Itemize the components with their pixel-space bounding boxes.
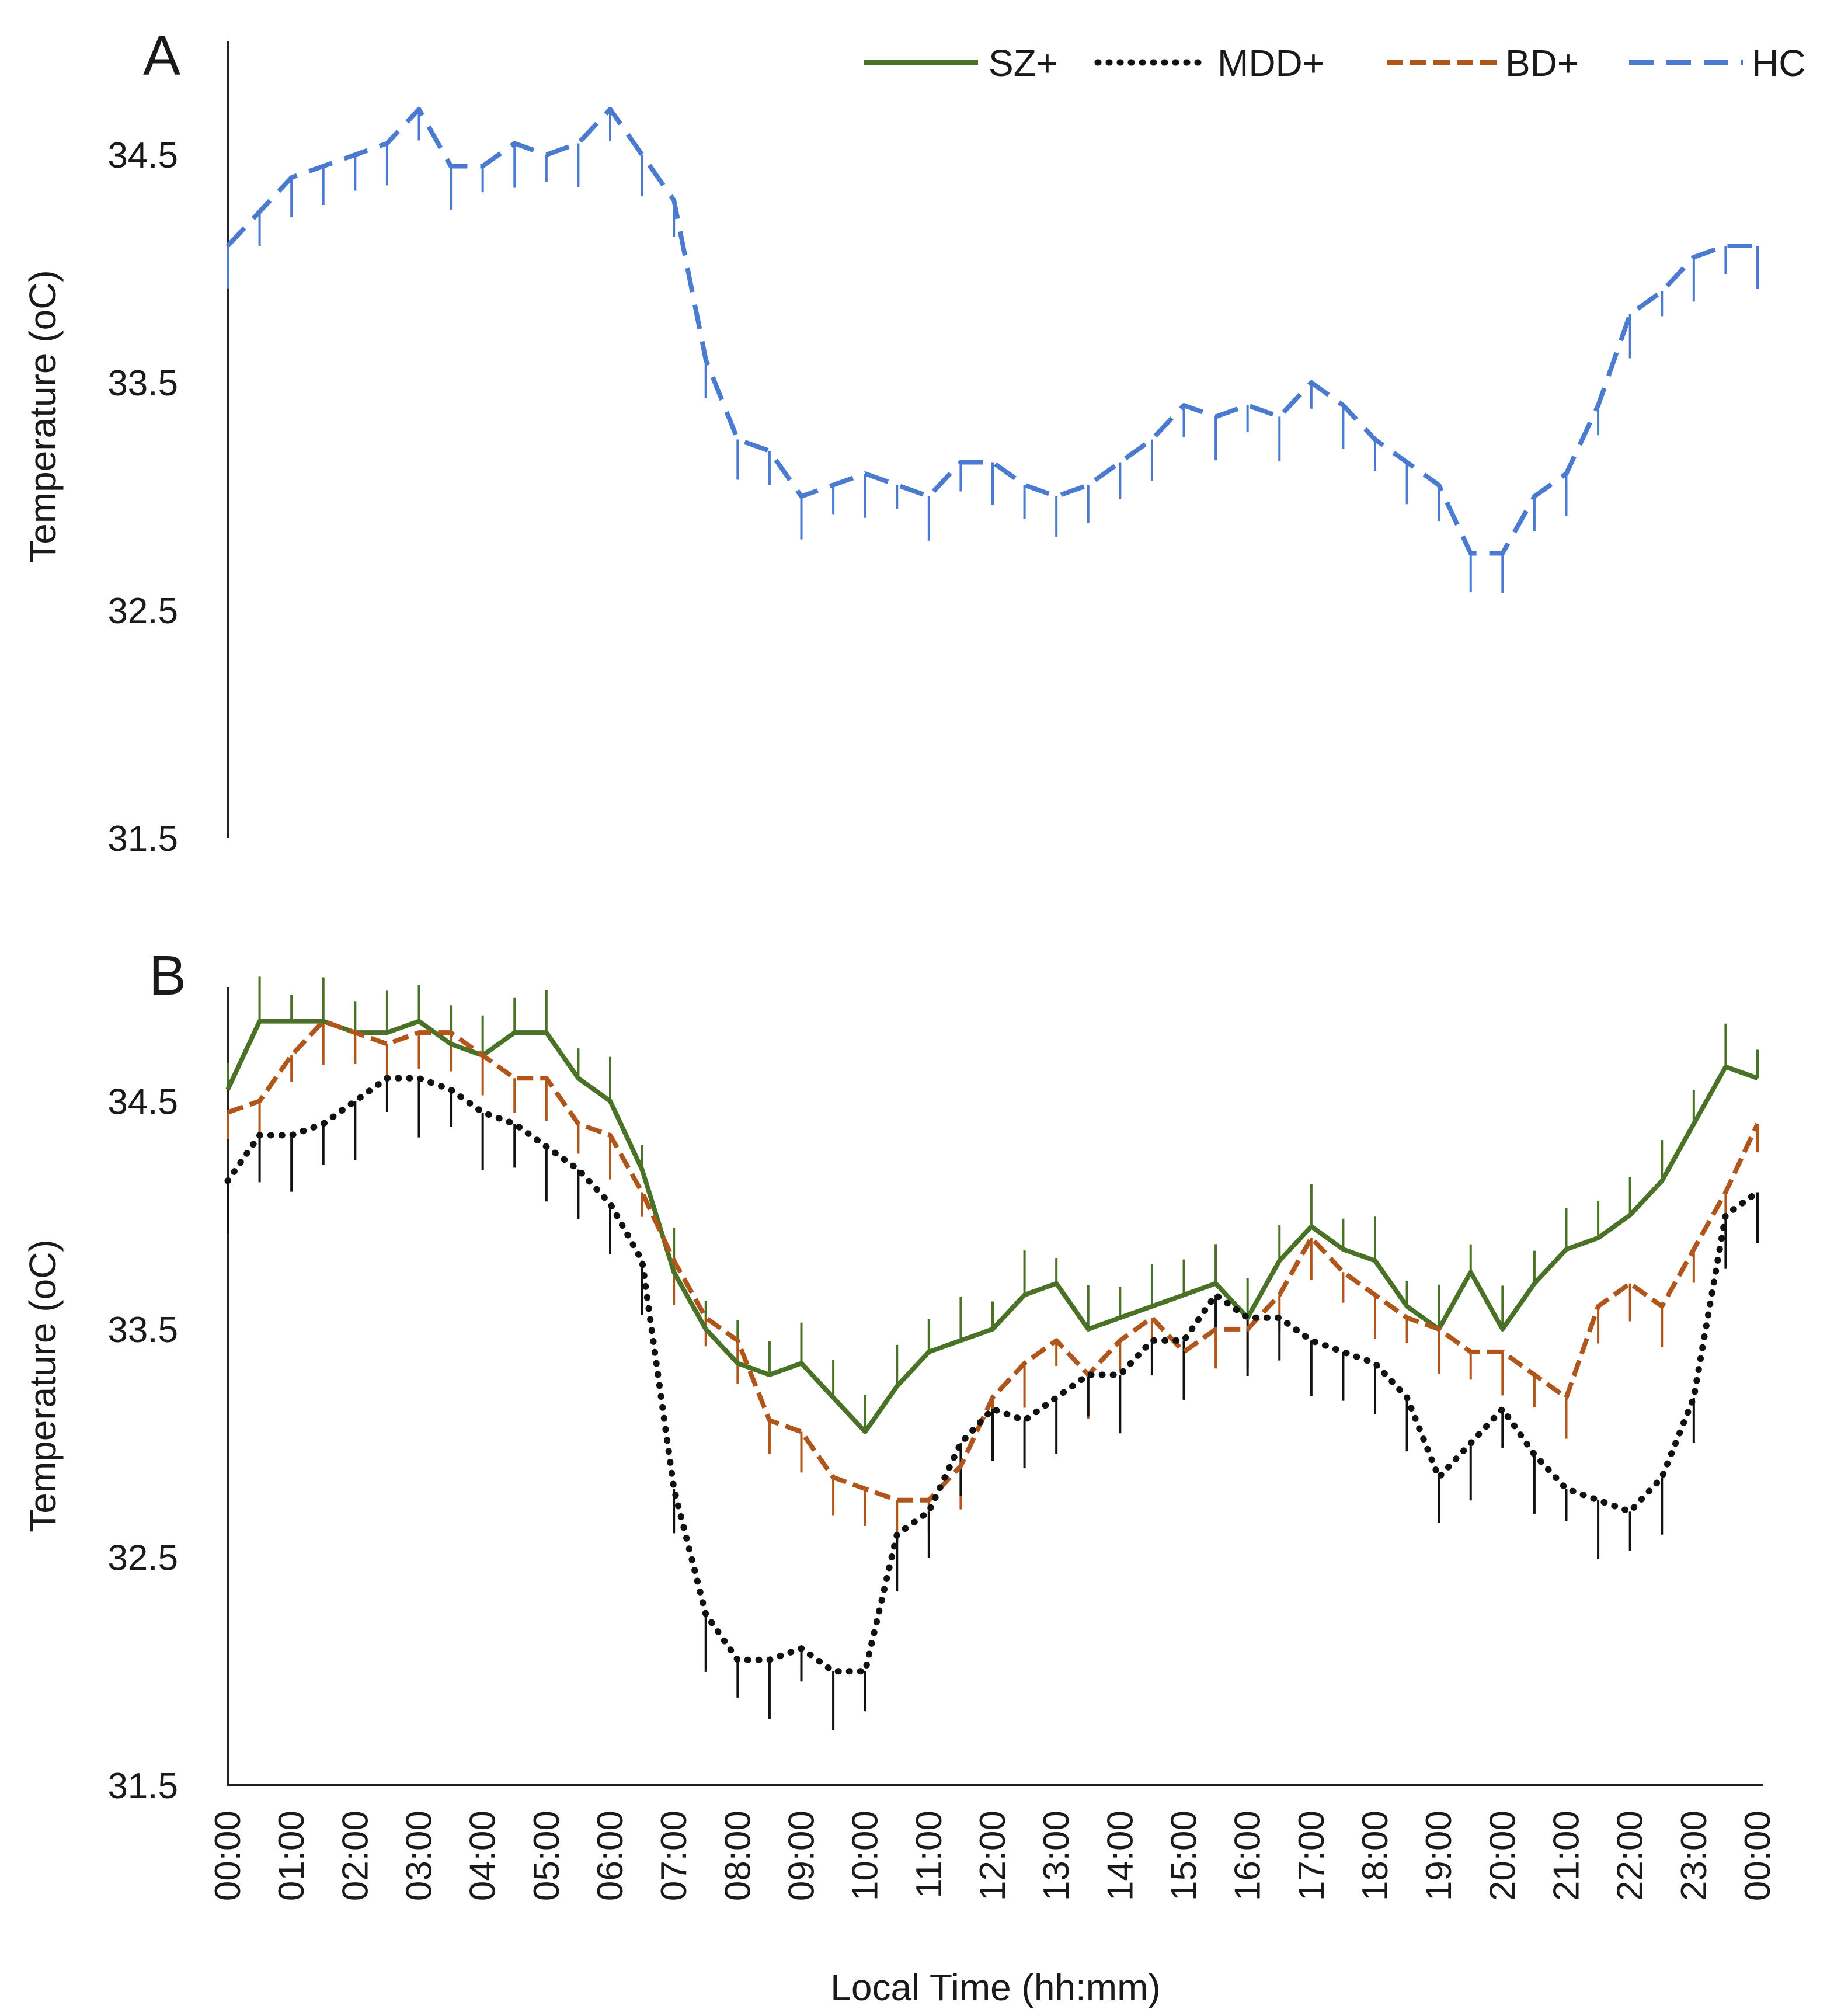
x-tick-label: 00:00 — [208, 1810, 248, 1901]
panel-a-y-axis-title: Temperature (oC) — [22, 270, 64, 563]
panel-b-y-axis-title: Temperature (oC) — [22, 1239, 64, 1532]
legend-label-mdd: MDD+ — [1217, 42, 1324, 84]
x-tick-label: 22:00 — [1610, 1810, 1651, 1901]
panel-b-letter: B — [149, 944, 186, 1007]
panel-b-y-tick-label: 34.5 — [107, 1082, 178, 1122]
x-tick-label: 21:00 — [1547, 1810, 1587, 1901]
x-tick-label: 17:00 — [1292, 1810, 1332, 1901]
x-tick-label: 16:00 — [1228, 1810, 1268, 1901]
legend: SZ+ MDD+ BD+ HC — [864, 42, 1805, 84]
legend-label-sz: SZ+ — [989, 42, 1058, 84]
panel-a-chart: A 31.5 32.5 33.5 34.5 Temperature (oC) — [22, 25, 1759, 859]
x-tick-label: 10:00 — [845, 1810, 886, 1901]
x-tick-label: 00:00 — [1738, 1810, 1778, 1901]
x-axis-title: Local Time (hh:mm) — [830, 1966, 1160, 2008]
x-tick-label: 08:00 — [718, 1810, 758, 1901]
series-line-hc — [226, 107, 1758, 556]
panel-b-y-tick-label: 33.5 — [107, 1310, 178, 1350]
x-tick-label: 03:00 — [399, 1810, 440, 1901]
x-tick-label: 04:00 — [463, 1810, 503, 1901]
panel-a-y-tick-label: 34.5 — [107, 135, 178, 176]
panel-b-chart: B 31.5 32.5 33.5 34.5 Temperature (oC) 00:0… — [22, 944, 1778, 2008]
x-tick-label: 07:00 — [654, 1810, 694, 1901]
x-tick-label: 23:00 — [1674, 1810, 1714, 1901]
x-tick-label: 06:00 — [590, 1810, 631, 1901]
x-tick-label: 12:00 — [973, 1810, 1013, 1901]
x-tick-label: 01:00 — [272, 1810, 312, 1901]
x-tick-label: 14:00 — [1100, 1810, 1140, 1901]
x-tick-label: 15:00 — [1164, 1810, 1205, 1901]
x-tick-label: 20:00 — [1483, 1810, 1523, 1901]
panel-a-y-tick-label: 33.5 — [107, 363, 178, 404]
x-tick-label: 11:00 — [909, 1810, 949, 1899]
panel-b-y-tick-label: 32.5 — [107, 1538, 178, 1578]
x-tick-label: 18:00 — [1355, 1810, 1396, 1901]
series-line-mdd — [224, 1075, 1761, 1675]
series-line-bd — [227, 1019, 1760, 1503]
legend-label-hc: HC — [1752, 42, 1805, 84]
x-tick-label: 02:00 — [335, 1810, 375, 1901]
x-tick-label: 09:00 — [782, 1810, 822, 1901]
panel-b-y-tick-label: 31.5 — [107, 1766, 178, 1806]
x-tick-label: 05:00 — [527, 1810, 567, 1901]
panel-a-y-tick-label: 32.5 — [107, 591, 178, 631]
panel-a-letter: A — [143, 25, 180, 87]
panel-a-y-tick-label: 31.5 — [107, 819, 178, 859]
x-tick-label: 13:00 — [1036, 1810, 1077, 1901]
x-tick-label: 19:00 — [1419, 1810, 1459, 1901]
legend-label-bd: BD+ — [1505, 42, 1579, 84]
